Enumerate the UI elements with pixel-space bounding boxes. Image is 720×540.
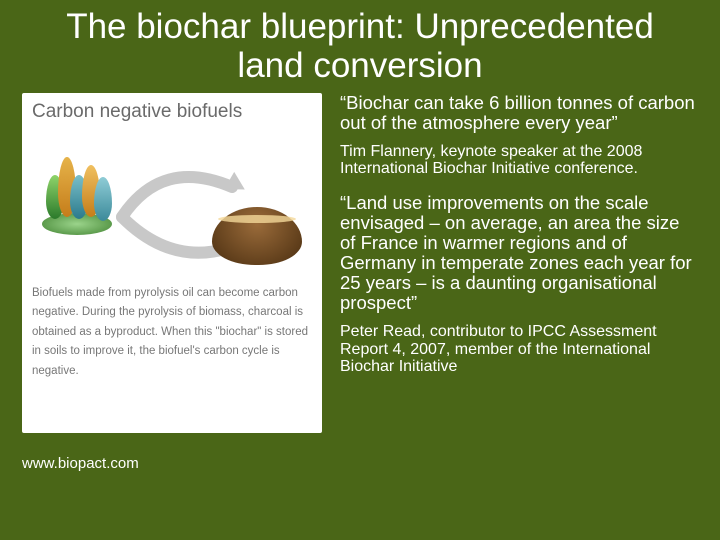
figure-heading: Carbon negative biofuels xyxy=(32,101,312,123)
quote-2-text: “Land use improvements on the scale envi… xyxy=(340,193,698,313)
source-url: www.biopact.com xyxy=(22,455,322,472)
quote-2-attribution: Peter Read, contributor to IPCC Assessme… xyxy=(340,323,698,375)
figure-panel: Carbon negative biofuels xyxy=(22,93,322,433)
right-column: “Biochar can take 6 billion tonnes of ca… xyxy=(340,93,698,472)
slide-title: The biochar blueprint: Unprecedented lan… xyxy=(0,0,720,93)
quote-1-attribution: Tim Flannery, keynote speaker at the 200… xyxy=(340,143,698,178)
left-column: Carbon negative biofuels xyxy=(22,93,322,472)
content-row: Carbon negative biofuels xyxy=(0,93,720,472)
figure-graphic xyxy=(32,127,312,282)
figure-caption: Biofuels made from pyrolysis oil can bec… xyxy=(32,284,312,382)
quote-1-text: “Biochar can take 6 billion tonnes of ca… xyxy=(340,93,698,133)
mound-icon xyxy=(212,207,302,265)
